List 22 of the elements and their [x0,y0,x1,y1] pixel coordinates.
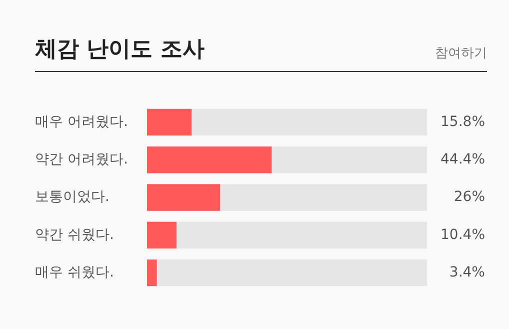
data-label: 10.4% [440,226,485,243]
y-tick-label: 보통이었다. [35,189,110,206]
bar [270,146,427,174]
y-tick-label: 매우 쉬웠다. [35,264,114,280]
bar [147,184,220,211]
bar [219,184,427,211]
bar [147,146,272,174]
y-tick-label: 약간 쉬웠다. [35,226,114,243]
data-label: 15.8% [440,114,485,130]
bar [156,259,427,286]
y-tick-label: 매우 어려웠다. [35,114,128,130]
bar [147,222,176,248]
data-label: 26% [454,189,485,206]
chart-title: 체감 난이도 조사 [35,36,204,64]
bar [190,108,427,136]
bar [147,259,157,286]
bar [147,108,192,136]
y-tick-label: 약간 어려웠다. [35,152,128,168]
data-label: 44.4% [440,152,485,168]
data-label: 3.4% [449,264,485,280]
bar [176,222,427,248]
text: 참여하기 [435,45,487,62]
